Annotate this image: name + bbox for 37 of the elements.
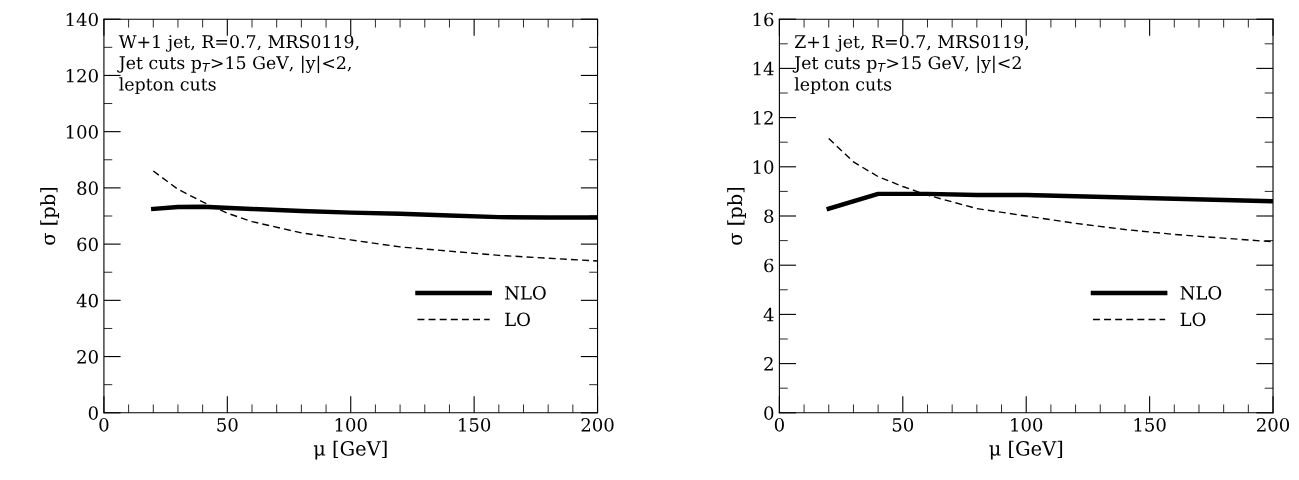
- y-tick-label: 8: [764, 209, 774, 224]
- y-tick-label: 120: [66, 68, 98, 83]
- x-axis-title: μ [GeV]: [989, 440, 1063, 460]
- y-tick-label: 20: [77, 350, 98, 364]
- legend-label: NLO: [1180, 285, 1222, 300]
- legend-label: NLO: [505, 285, 546, 300]
- y-tick-label: 40: [76, 293, 98, 308]
- y-tick-label: 2: [764, 357, 773, 371]
- x-tick-label: 150: [459, 417, 491, 432]
- x-axis-title: μ [GeV]: [313, 440, 387, 460]
- y-tick-label: 100: [66, 125, 98, 139]
- x-tick-label: 150: [1134, 417, 1166, 432]
- y-tick-label: 0: [764, 406, 774, 420]
- annotation: W+1 jet, R=0.7, MRS0119, Jet cuts p$_{T}$>15 GeV, |y|<2, lepton cuts: [117, 35, 359, 95]
- x-tick-label: 200: [581, 417, 614, 432]
- x-tick-label: 0: [99, 417, 109, 432]
- x-tick-label: 0: [774, 417, 784, 432]
- y-tick-label: 6: [764, 258, 774, 273]
- y-tick-label: 80: [77, 181, 98, 195]
- y-tick-label: 10: [753, 160, 774, 174]
- y-tick-label: 12: [753, 111, 773, 125]
- y-tick-label: 140: [66, 12, 98, 27]
- x-tick-label: 100: [335, 417, 367, 432]
- y-tick-label: 60: [77, 237, 98, 252]
- x-tick-label: 50: [217, 417, 238, 432]
- annotation: Z+1 jet, R=0.7, MRS0119, Jet cuts p$_{T}$>15 GeV, |y|<2 lepton cuts: [792, 35, 1029, 95]
- y-tick-label: 4: [763, 307, 774, 322]
- legend-label: LO: [1180, 312, 1206, 327]
- legend-label: LO: [505, 312, 530, 327]
- x-tick-label: 50: [892, 417, 914, 432]
- x-tick-label: 200: [1257, 417, 1290, 432]
- y-tick-label: 14: [753, 61, 774, 76]
- x-tick-label: 100: [1011, 417, 1043, 432]
- y-axis-title: σ [pb]: [727, 187, 747, 245]
- y-tick-label: 16: [753, 12, 774, 27]
- y-axis-title: σ [pb]: [40, 187, 60, 245]
- y-tick-label: 0: [88, 406, 98, 420]
